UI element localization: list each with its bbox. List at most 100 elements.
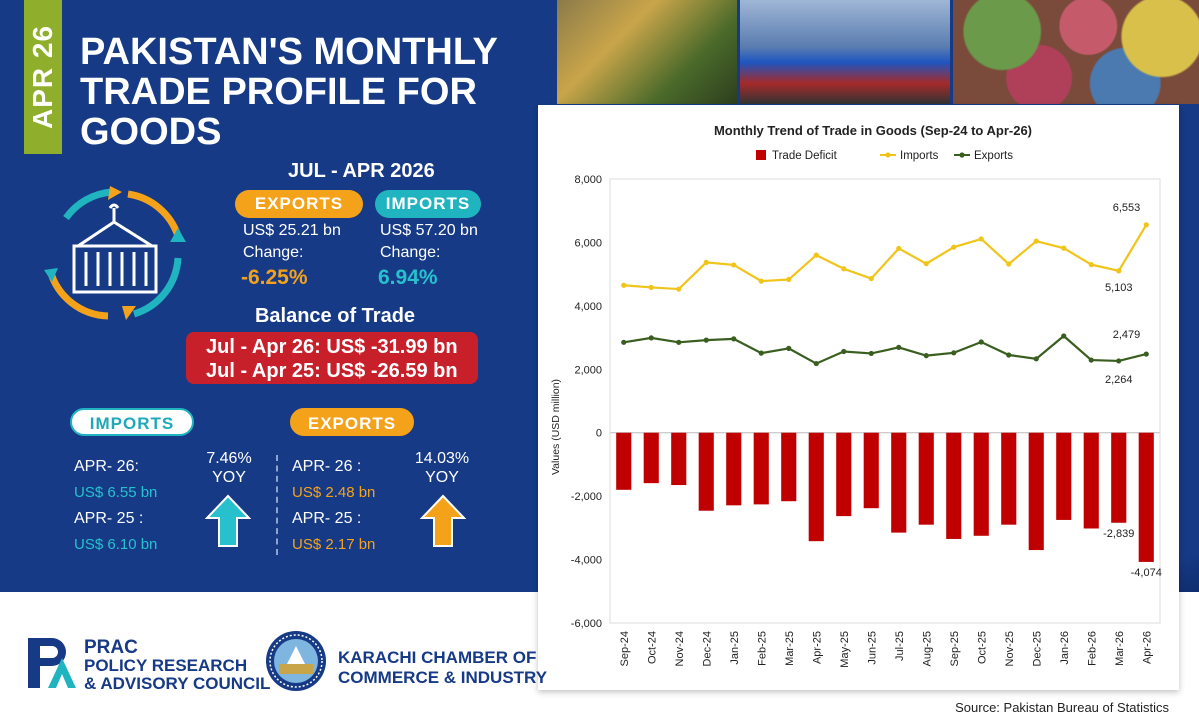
exports-point [648, 335, 654, 341]
y-tick-label: -6,000 [571, 618, 602, 630]
trade-deficit-bar [946, 432, 962, 539]
exports-point [786, 345, 792, 351]
arrow-head-top [108, 186, 122, 200]
period-title: JUL - APR 2026 [288, 160, 435, 182]
x-tick-label: Nov-24 [674, 631, 686, 666]
x-tick-label: Oct-25 [976, 631, 988, 664]
prac-line-3: & ADVISORY COUNCIL [84, 674, 271, 693]
imports-point [1006, 261, 1012, 267]
imports-yoy-percent: 7.46% [206, 450, 252, 467]
prac-logo-icon [28, 638, 76, 688]
exports-point [676, 339, 682, 345]
cycle-arc-orange-right [127, 190, 182, 238]
imports-current-value: US$ 6.55 bn [74, 484, 158, 501]
trade-deficit-bar [781, 432, 797, 502]
imports-point [951, 244, 957, 250]
imports-point [648, 284, 654, 291]
plot-area-border [609, 178, 1161, 624]
y-tick-label: -2,000 [571, 491, 602, 503]
prac-name: PRAC [84, 637, 138, 658]
imports-point [813, 252, 819, 258]
x-tick-label: Jan-26 [1059, 631, 1071, 665]
x-tick-label: Jun-25 [866, 631, 878, 665]
imports-point [758, 278, 764, 284]
exports-change-value: -6.25% [241, 266, 308, 289]
imports-point [731, 262, 737, 268]
imports-point [1116, 268, 1122, 274]
data-label: 2,264 [1105, 374, 1133, 386]
trade-deficit-bar [863, 432, 879, 509]
title-line-1: PAKISTAN'S MONTHLY [80, 31, 498, 73]
prac-logo-text: PRAC POLICY RESEARCH & ADVISORY COUNCIL [84, 637, 271, 693]
imports-point [703, 259, 709, 266]
exports-point [1061, 333, 1067, 339]
trade-deficit-bar [808, 432, 824, 542]
chart-legend: Trade Deficit Imports Exports [756, 150, 1013, 162]
imports-pill: IMPORTS [375, 190, 481, 218]
data-label: -4,074 [1131, 567, 1162, 579]
y-tick-label: 4,000 [574, 301, 602, 313]
exports-total-value: US$ 25.21 bn [243, 222, 341, 239]
cycle-arc-teal-top [63, 188, 113, 221]
data-labels: 6,553 5,103 2,479 2,264 -2,839 -4,074 [1103, 202, 1162, 579]
trade-deficit-bar [753, 432, 769, 505]
exports-point [841, 348, 847, 355]
x-tick-label: Jan-25 [729, 631, 741, 665]
x-tick-label: Feb-25 [756, 631, 768, 666]
exports-previous-label: APR- 25 : [292, 510, 362, 527]
exports-line [623, 334, 1147, 365]
data-label: 2,479 [1113, 329, 1141, 341]
trade-deficit-bar [1083, 432, 1099, 529]
container-cycle-icon [44, 186, 186, 320]
arrow-head-left [44, 268, 58, 282]
exports-point [951, 350, 957, 356]
imports-current-label: APR- 26: [74, 458, 139, 475]
page-title: PAKISTAN'S MONTHLY TRADE PROFILE FOR GOO… [80, 32, 520, 152]
imports-point [841, 266, 847, 272]
exports-point [978, 339, 984, 345]
trade-deficit-bar [918, 432, 934, 525]
trade-deficit-bar [1138, 432, 1154, 562]
kcci-seal-icon [266, 631, 326, 691]
exports-change-label: Change: [243, 244, 304, 261]
balance-of-trade-box: Jul - Apr 26: US$ -31.99 bn Jul - Apr 25… [186, 332, 478, 384]
imports-point [1143, 222, 1149, 228]
x-tick-label: Apr-26 [1141, 631, 1153, 664]
legend-label: Imports [900, 150, 939, 162]
kcci-line-1: KARACHI CHAMBER OF [338, 648, 537, 667]
y-axis-label: Values (USD million) [550, 379, 562, 475]
arrow-head-bottom [122, 306, 136, 320]
trade-deficit-bar [698, 432, 714, 511]
exports-point [868, 350, 874, 357]
kcci-logo-text: KARACHI CHAMBER OF COMMERCE & INDUSTRY [338, 648, 547, 688]
trade-deficit-bar [1056, 432, 1072, 520]
legend-label: Trade Deficit [772, 150, 838, 162]
imports-point [621, 282, 627, 288]
y-tick-label: 8,000 [574, 174, 602, 186]
data-label: 5,103 [1105, 282, 1133, 294]
exports-up-arrow-icon [420, 494, 466, 547]
data-label: 6,553 [1113, 202, 1141, 214]
series-lines [621, 222, 1149, 367]
monthly-imports-pill: IMPORTS [70, 408, 194, 436]
legend-marker-imports [885, 152, 891, 158]
x-tick-label: Sep-25 [949, 631, 961, 666]
x-tick-label: Dec-25 [1031, 631, 1043, 666]
legend-marker-exports [959, 152, 965, 158]
textile-rolls-photo [953, 0, 1199, 104]
exports-point [703, 337, 709, 343]
exports-point [1088, 357, 1094, 363]
x-tick-label: Nov-25 [1004, 631, 1016, 666]
exports-yoy-percent: 14.03% [414, 450, 470, 467]
deficit-bars [616, 432, 1154, 562]
exports-point [1033, 356, 1039, 362]
cargo-truck-photo [740, 0, 950, 104]
trade-deficit-bar [1028, 432, 1044, 551]
imports-yoy-label: YOY [212, 469, 246, 486]
x-tick-label: Sep-24 [619, 631, 631, 666]
x-tick-label: Oct-24 [646, 631, 658, 664]
balance-line-current: Jul - Apr 26: US$ -31.99 bn [206, 336, 458, 358]
x-tick-label: Jul-25 [894, 631, 906, 661]
imports-point [896, 245, 902, 252]
imports-point [676, 286, 682, 292]
